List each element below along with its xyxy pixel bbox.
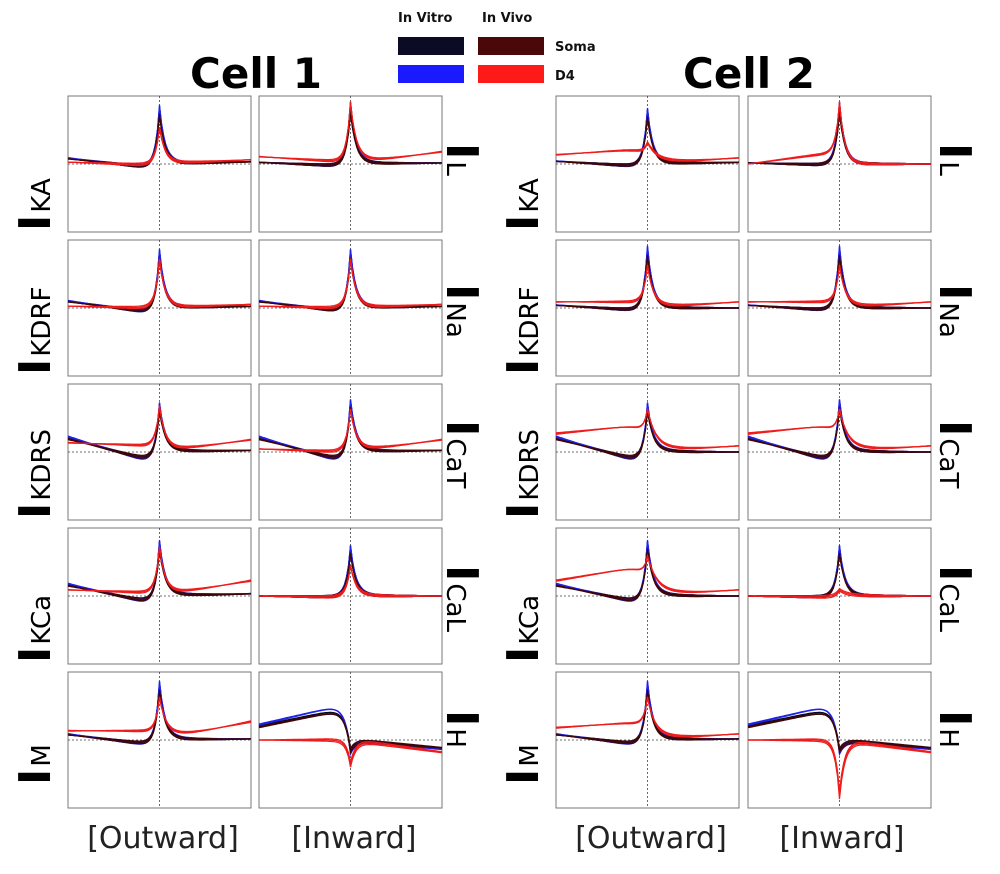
- current-label-ical-cell1: ICaL: [436, 565, 487, 632]
- cell-2-title: Cell 2: [683, 49, 815, 98]
- legend-label-soma: Soma: [555, 40, 596, 55]
- trace-d4-in-vivo: [67, 127, 251, 164]
- current-label-ikdrs-cell1: IKDRS: [10, 429, 61, 519]
- trace-soma-in-vivo: [258, 408, 442, 456]
- current-label-ical-cell2: ICaL: [929, 565, 980, 632]
- trace-d4-in-vivo: [748, 738, 932, 792]
- trace-soma-in-vivo: [555, 550, 739, 599]
- cell-2-right-labels: IL INa ICaT ICaL IH: [929, 143, 980, 748]
- current-label-icat-cell1: ICaT: [436, 420, 487, 488]
- panel-cell1-col1-row4: [258, 671, 443, 809]
- panel-cell2-col0-row0: [555, 95, 740, 233]
- trace-soma-in-vivo: [747, 257, 931, 309]
- trace-d4-in-vivo: [259, 564, 442, 597]
- current-label-ikca-cell2: IKCa: [498, 595, 549, 663]
- panel-cell1-col1-row0: [258, 95, 443, 233]
- panel-cell1-col1-row2: [258, 383, 443, 521]
- trace-d4-in-vivo: [747, 409, 932, 448]
- panel-cell2-col0-row1: [555, 239, 740, 377]
- legend-label-d4: D4: [555, 69, 575, 84]
- current-label-ih-cell1: IH: [436, 710, 487, 748]
- trace-soma-in-vivo: [555, 257, 739, 309]
- panel-cell2-col1-row2: [747, 383, 932, 521]
- panel-cell2-col1-row0: [747, 95, 932, 233]
- legend: In Vitro In Vivo Soma D4: [398, 11, 596, 84]
- current-label-ikdrs-cell2: IKDRS: [498, 429, 549, 519]
- panel-cell2-col0-row2: [555, 383, 740, 521]
- trace-d4-in-vivo: [68, 259, 251, 307]
- panel-cell2-col0-row4: [555, 671, 740, 809]
- trace-d4-in-vivo: [748, 265, 932, 305]
- trace-soma-in-vivo: [258, 713, 443, 750]
- panel-cell1-col1-row3: [258, 527, 443, 665]
- cell-2-left-labels: IKA IKDRF IKDRS IKCa IM: [498, 178, 549, 785]
- trace-d4-in-vivo: [556, 265, 740, 305]
- current-label-im-cell2: IM: [498, 744, 549, 785]
- panel-cell2-col1-row4: [747, 671, 932, 809]
- panel-cell2-col1-row3: [747, 527, 932, 665]
- panel-cell2-col0-row3: [555, 527, 740, 665]
- trace-d4-in-vivo: [67, 547, 252, 592]
- legend-swatch-soma-in-vitro: [398, 37, 464, 55]
- panel-cell1-col0-row4: [67, 671, 252, 809]
- cell-2-col-label-inward: [Inward]: [779, 821, 904, 856]
- trace-d4-in-vivo: [555, 697, 740, 737]
- panel-cell1-col0-row0: [67, 95, 252, 233]
- current-label-ikca-cell1: IKCa: [10, 595, 61, 663]
- trace-d4-in-vivo: [747, 103, 931, 165]
- current-label-il-cell1: IL: [436, 143, 487, 176]
- legend-header-in-vitro: In Vitro: [398, 11, 453, 26]
- trace-d4-in-vivo: [555, 140, 740, 161]
- cell-1-col-label-outward: [Outward]: [87, 821, 239, 856]
- cell-1-title: Cell 1: [190, 49, 322, 98]
- trace-soma-in-vivo: [67, 691, 251, 742]
- trace-d4-in-vivo: [259, 409, 443, 451]
- trace-d4-in-vivo: [555, 554, 740, 592]
- panel-grid: [67, 95, 932, 809]
- panel-cell1-col0-row3: [67, 527, 252, 665]
- legend-swatch-d4-in-vitro: [398, 65, 464, 83]
- trace-soma-in-vivo: [555, 691, 739, 742]
- current-label-ikdrf-cell1: IKDRF: [10, 287, 61, 375]
- current-label-ika-cell1: IKA: [10, 178, 61, 231]
- current-label-icat-cell2: ICaT: [929, 420, 980, 488]
- panel-cell2-col1-row1: [747, 239, 932, 377]
- panel-cell1-col0-row2: [67, 383, 252, 521]
- panel-cell1-col1-row1: [258, 239, 443, 377]
- legend-swatch-soma-in-vivo: [478, 37, 544, 55]
- current-label-ina-cell2: INa: [929, 284, 980, 338]
- trace-d4-in-vivo: [259, 738, 443, 763]
- trace-soma-in-vivo: [747, 408, 931, 456]
- trace-d4-in-vivo: [68, 406, 252, 447]
- current-label-il-cell2: IL: [929, 143, 980, 176]
- cell-1-left-labels: IKA IKDRF IKDRS IKCa IM: [10, 178, 61, 785]
- cell-1-right-labels: IL INa ICaT ICaL IH: [436, 143, 487, 748]
- trace-soma-in-vivo: [555, 118, 739, 165]
- panel-cell1-col0-row1: [67, 239, 252, 377]
- trace-soma-in-vivo: [747, 713, 932, 750]
- current-label-im-cell1: IM: [10, 744, 61, 785]
- current-label-ina-cell1: INa: [436, 284, 487, 338]
- trace-d4-in-vivo: [258, 103, 443, 161]
- legend-swatch-d4-in-vivo: [478, 65, 544, 83]
- trace-d4-in-vivo: [748, 587, 931, 597]
- trace-soma-in-vivo: [258, 113, 442, 165]
- current-label-ika-cell2: IKA: [498, 178, 549, 231]
- current-label-ikdrf-cell2: IKDRF: [498, 287, 549, 375]
- cell-1-col-label-inward: [Inward]: [291, 821, 416, 856]
- trace-d4-in-vivo: [555, 409, 740, 448]
- current-label-ih-cell2: IH: [929, 710, 980, 748]
- legend-header-in-vivo: In Vivo: [482, 11, 532, 26]
- trace-d4-in-vivo: [67, 697, 252, 733]
- trace-d4-in-vivo: [259, 259, 442, 307]
- cell-2-col-label-outward: [Outward]: [575, 821, 727, 856]
